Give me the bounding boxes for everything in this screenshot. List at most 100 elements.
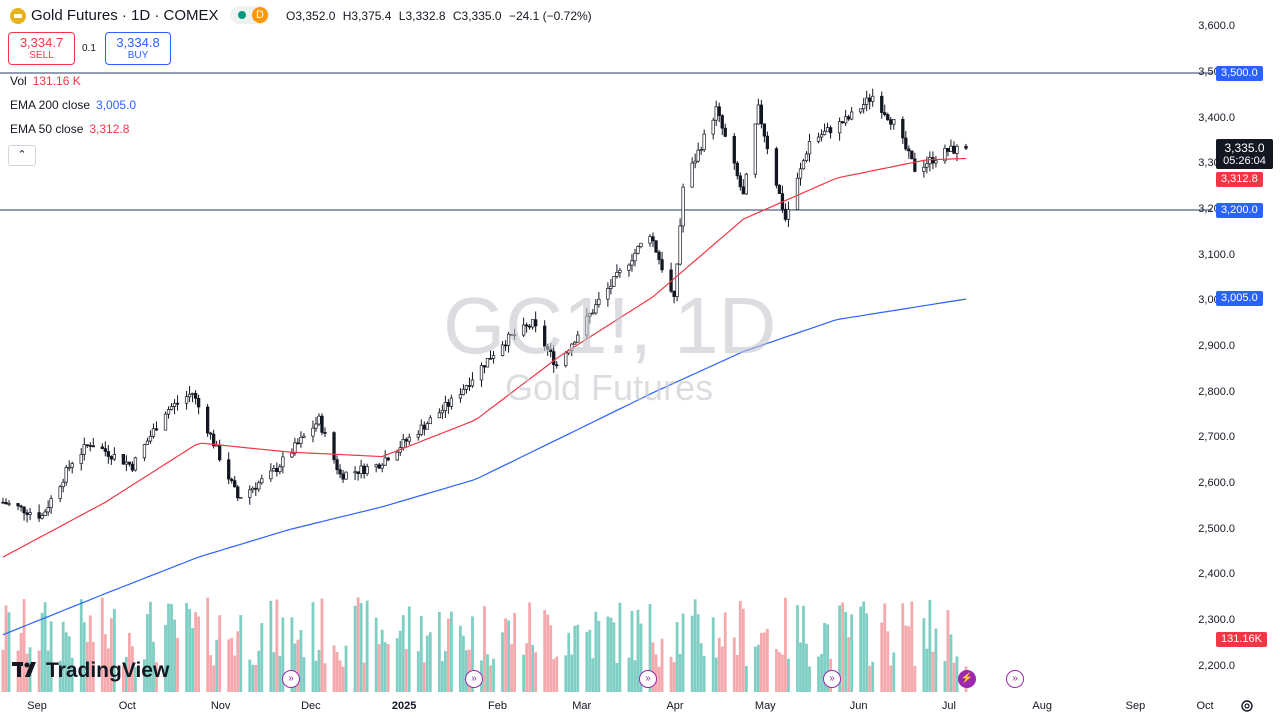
volume-bar xyxy=(744,665,748,692)
candle-body xyxy=(922,166,926,172)
candle-body xyxy=(314,423,318,429)
candle-body xyxy=(543,325,547,347)
volume-bar xyxy=(949,634,953,692)
gold-symbol-icon[interactable] xyxy=(10,8,26,24)
volume-bar xyxy=(67,636,71,692)
volume-bar xyxy=(838,605,842,692)
event-icon[interactable]: » xyxy=(639,670,657,688)
market-status[interactable]: D xyxy=(230,6,270,24)
candle-body xyxy=(889,119,893,125)
candle-body xyxy=(341,473,345,480)
candle-body xyxy=(552,351,556,366)
symbol-title[interactable]: Gold Futures · 1D · COMEX xyxy=(31,7,219,24)
candle-body xyxy=(588,313,592,317)
candle-body xyxy=(67,466,71,469)
volume-bar xyxy=(465,650,468,692)
volume-bar xyxy=(278,655,282,692)
buy-button[interactable]: 3,334.8 BUY xyxy=(105,32,171,65)
candle-body xyxy=(913,158,917,172)
candle-body xyxy=(846,116,851,120)
volume-bar xyxy=(131,646,134,692)
volume-bar xyxy=(320,598,324,692)
ema200-legend[interactable]: EMA 200 close 3,005.0 xyxy=(10,98,137,112)
volume-bar xyxy=(868,665,872,692)
volume-bar xyxy=(46,650,50,692)
candle-body xyxy=(377,464,381,469)
volume-bar xyxy=(85,641,89,692)
volume-bar xyxy=(194,612,197,692)
candle-body xyxy=(359,465,363,474)
candle-body xyxy=(555,364,559,367)
event-icon[interactable]: » xyxy=(1006,670,1024,688)
candle-body xyxy=(786,209,791,220)
candle-body xyxy=(862,104,866,110)
candle-body xyxy=(696,149,700,162)
candle-body xyxy=(145,440,150,445)
candle-body xyxy=(332,432,336,460)
volume-bar xyxy=(765,628,769,692)
event-icon[interactable]: » xyxy=(823,670,841,688)
chart-header: Gold Futures · 1D · COMEX D O3,352.0 H3,… xyxy=(0,0,1210,30)
candle-body xyxy=(741,186,745,195)
event-icon[interactable]: » xyxy=(465,670,483,688)
candle-body xyxy=(822,130,827,136)
volume-bar xyxy=(802,605,805,692)
candle-body xyxy=(205,406,210,434)
candle-body xyxy=(843,116,848,124)
volume-bar xyxy=(425,635,429,692)
gear-icon[interactable] xyxy=(1240,699,1254,713)
candle-body xyxy=(654,240,658,253)
candle-body xyxy=(660,259,664,271)
volume-bar xyxy=(43,602,47,692)
candle-body xyxy=(233,480,237,488)
y-tick-label: 2,700.0 xyxy=(1198,431,1235,444)
candle-body xyxy=(230,478,234,482)
candle-body xyxy=(530,319,535,328)
volume-bar xyxy=(109,618,113,692)
volume-bar xyxy=(886,631,890,692)
candle-body xyxy=(693,160,697,164)
candle-body xyxy=(353,471,357,474)
candle-body xyxy=(549,348,553,352)
volume-bar xyxy=(281,617,285,692)
candle-body xyxy=(404,439,408,442)
candle-body xyxy=(386,457,390,461)
candle-body xyxy=(904,137,908,150)
candle-body xyxy=(190,392,195,395)
volume-bar xyxy=(4,605,8,692)
candle-body xyxy=(859,108,863,113)
x-tick-label: Dec xyxy=(301,700,321,712)
volume-bar xyxy=(690,615,694,692)
volume-bar xyxy=(606,616,610,692)
candle-body xyxy=(801,160,806,170)
candle-body xyxy=(503,344,508,347)
candle-body xyxy=(422,424,426,430)
tradingview-logo[interactable]: TradingView xyxy=(12,659,169,683)
volume-bar xyxy=(696,614,700,692)
candle-body xyxy=(735,162,739,177)
event-icon[interactable]: » xyxy=(282,670,300,688)
collapse-legend-button[interactable]: ⌃ xyxy=(8,145,36,166)
candle-body xyxy=(49,498,53,508)
candle-body xyxy=(738,175,742,188)
ema50-legend[interactable]: EMA 50 close 3,312.8 xyxy=(10,122,130,136)
candle-body xyxy=(672,290,676,297)
volume-bar xyxy=(591,658,595,692)
volume-bar xyxy=(483,606,486,692)
candle-body xyxy=(871,95,875,102)
sell-button[interactable]: 3,334.7 SELL xyxy=(8,32,75,65)
volume-bar xyxy=(510,644,513,692)
volume-bar xyxy=(443,650,447,692)
x-tick-label: Mar xyxy=(572,700,592,712)
volume-bar xyxy=(657,666,661,692)
volume-bar xyxy=(164,624,167,692)
volume-bar xyxy=(675,622,679,692)
volume-bar xyxy=(314,660,318,692)
volume-bar xyxy=(40,612,44,692)
lightning-event-icon[interactable]: ⚡ xyxy=(958,670,976,688)
candle-body xyxy=(416,434,420,438)
volume-bar xyxy=(504,618,507,692)
close-value: 3,335.0 xyxy=(461,9,502,23)
volume-legend[interactable]: Vol 131.16 K xyxy=(10,74,81,88)
